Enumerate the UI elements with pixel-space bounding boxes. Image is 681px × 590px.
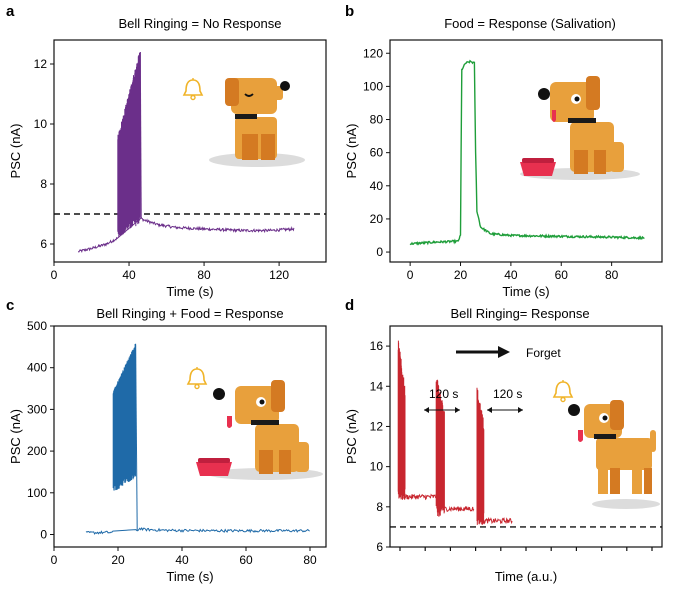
panel-a: a Bell Ringing = No Response 0 40 80 120 6 8 1… (6, 3, 327, 299)
panel-d: d Bell Ringing= Response 6 8 10 12 14 16 Time … (344, 297, 663, 584)
bell-icon (552, 380, 574, 403)
burst-tail (404, 493, 437, 501)
dog-icon (207, 380, 323, 480)
y-tick-label: 120 (363, 46, 383, 60)
x-tick-label: 0 (51, 268, 58, 282)
x-tick-label: 40 (504, 268, 518, 282)
series-spike-train (112, 343, 137, 491)
y-axis-label: PSC (nA) (344, 409, 359, 464)
y-tick-label: 400 (27, 361, 47, 375)
panel-c: c Bell Ringing + Food = Response 0 20 40 60… (6, 297, 327, 584)
y-tick-label: 12 (370, 419, 384, 433)
series-spike-fall (139, 51, 142, 219)
series-spike-train (117, 52, 141, 238)
x-tick-label: 80 (605, 268, 619, 282)
x-tick-label: 120 (269, 268, 289, 282)
x-tick-label: 80 (197, 268, 211, 282)
panel-letter-a: a (6, 3, 15, 20)
y-tick-label: 6 (40, 237, 47, 251)
y-tick-label: 14 (370, 379, 384, 393)
y-tick-label: 500 (27, 319, 47, 333)
series-spike-fall (135, 344, 138, 531)
panel-letter-b: b (345, 3, 354, 20)
interval-annotation-2: 120 s (487, 387, 523, 413)
bell-icon (182, 78, 204, 101)
y-tick-label: 20 (370, 212, 384, 226)
y-axis-label: PSC (nA) (344, 124, 359, 179)
forget-arrow (456, 346, 510, 358)
dog-icon (520, 76, 640, 180)
panel-a-title: Bell Ringing = No Response (119, 16, 282, 31)
burst-tail (444, 505, 475, 513)
burst-spikes (397, 340, 406, 500)
y-tick-label: 100 (27, 486, 47, 500)
plot-c: 0 20 40 60 80 0 100 200 300 400 500 Time (s) PSC (nA… (8, 319, 327, 584)
x-tick-label: 80 (303, 553, 317, 567)
y-tick-label: 16 (370, 339, 384, 353)
y-tick-label: 200 (27, 444, 47, 458)
interval-label-1: 120 s (429, 387, 458, 401)
y-tick-label: 0 (40, 527, 47, 541)
x-tick-label: 60 (555, 268, 569, 282)
series-baseline (77, 216, 295, 254)
panel-letter-d: d (345, 297, 354, 314)
x-axis-label: Time (s) (166, 284, 213, 299)
y-tick-label: 8 (40, 177, 47, 191)
panel-d-title: Bell Ringing= Response (450, 306, 589, 321)
plot-a: 0 40 80 120 6 8 10 12 Time (s) PSC (nA) (8, 39, 327, 299)
x-tick-label: 40 (122, 268, 136, 282)
plot-frame (389, 39, 663, 263)
plot-frame (53, 325, 327, 548)
panel-b-title: Food = Response (Salivation) (444, 16, 616, 31)
x-tick-label: 20 (454, 268, 468, 282)
series-line (409, 59, 645, 246)
burst-tail (483, 516, 513, 525)
panel-c-title: Bell Ringing + Food = Response (96, 306, 283, 321)
panel-letter-c: c (6, 297, 14, 314)
y-axis-label: PSC (nA) (8, 409, 23, 464)
y-tick-label: 100 (363, 79, 383, 93)
y-tick-label: 80 (370, 113, 384, 127)
x-tick-label: 40 (175, 553, 189, 567)
burst-spikes (476, 387, 485, 525)
y-tick-label: 300 (27, 402, 47, 416)
y-tick-label: 12 (34, 57, 48, 71)
x-axis-label: Time (a.u.) (495, 569, 557, 584)
food-bowl-icon (520, 158, 556, 176)
y-tick-label: 10 (34, 117, 48, 131)
burst-spikes (435, 379, 445, 517)
interval-annotation-1: 120 s (424, 387, 460, 413)
forget-label: Forget (526, 346, 561, 360)
y-tick-label: 60 (370, 146, 384, 160)
y-tick-label: 8 (376, 500, 383, 514)
plot-d: 6 8 10 12 14 16 Time (a.u.) PSC (nA) (344, 325, 663, 584)
x-tick-label: 0 (51, 553, 58, 567)
x-tick-label: 60 (239, 553, 253, 567)
plot-frame (53, 39, 327, 263)
bell-icon (186, 367, 208, 390)
x-axis-label: Time (s) (166, 569, 213, 584)
y-tick-label: 0 (376, 245, 383, 259)
dog-icon (568, 400, 660, 509)
x-tick-label: 20 (111, 553, 125, 567)
interval-label-2: 120 s (493, 387, 522, 401)
y-tick-label: 10 (370, 460, 384, 474)
plot-b: 0 20 40 60 80 0 20 40 60 80 100 120 Time (s) PSC (nA) (344, 39, 663, 299)
y-axis-label: PSC (nA) (8, 124, 23, 179)
y-tick-label: 40 (370, 179, 384, 193)
x-axis-label: Time (s) (502, 284, 549, 299)
panel-b: b Food = Response (Salivation) 0 20 40 60 80… (344, 3, 663, 299)
food-bowl-icon (196, 458, 232, 476)
y-tick-label: 6 (376, 540, 383, 554)
dog-icon (209, 78, 305, 167)
x-tick-label: 0 (407, 268, 414, 282)
series-baseline (85, 526, 310, 535)
